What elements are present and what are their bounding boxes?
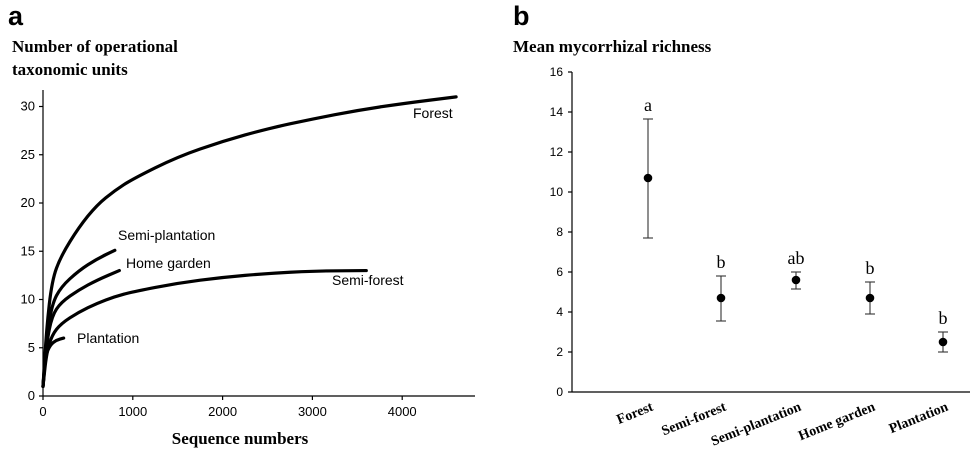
panel-a-x-tick-label: 0 (39, 404, 46, 419)
panel-a-letter: a (8, 1, 24, 31)
panel-b-y-tick-label: 16 (550, 65, 564, 79)
panel-b-y-ticks: 0 2 4 6 8 10 12 14 16 (550, 65, 572, 399)
significance-letter: a (644, 95, 652, 115)
panel-a-title-line-1: Number of operational (12, 37, 178, 56)
panel-a-x-tick-label: 1000 (118, 404, 147, 419)
mean-point (865, 293, 875, 303)
series-label-semi-plantation: Semi-plantation (118, 227, 215, 243)
panel-b-y-tick-label: 10 (550, 185, 564, 199)
panel-b-y-tick-label: 0 (556, 385, 563, 399)
panel-b-y-tick-label: 6 (556, 265, 563, 279)
panel-b-y-tick-label: 14 (550, 105, 564, 119)
panel-b-letter: b (513, 1, 530, 31)
panel-a-x-tick-label: 3000 (298, 404, 327, 419)
panel-b-axes (571, 72, 970, 393)
panel-a-y-tick-label: 5 (28, 340, 35, 355)
panel-b-y-tick-label: 2 (556, 345, 563, 359)
panel-a-x-ticks: 0 1000 2000 3000 4000 (39, 396, 417, 419)
panel-a-y-tick-label: 0 (28, 388, 35, 403)
mean-point (716, 293, 726, 303)
panel-a-series-labels: Forest Semi-plantation Home garden Semi-for… (77, 105, 453, 346)
panel-a-x-tick-label: 4000 (388, 404, 417, 419)
category-label: Forest (615, 400, 656, 428)
panel-a-rarefaction-chart: a Number of operational taxonomic units … (8, 1, 475, 448)
mean-point (938, 337, 948, 347)
panel-b-y-tick-label: 12 (550, 145, 564, 159)
significance-letter: ab (788, 248, 805, 268)
series-curve-forest (41, 95, 458, 388)
series-curve-plantation (41, 336, 66, 388)
significance-letter: b (939, 308, 948, 328)
panel-a-axes (42, 90, 475, 397)
significance-letter: b (866, 258, 875, 278)
panel-b-title: Mean mycorrhizal richness (513, 37, 712, 56)
panel-a-y-tick-label: 10 (21, 292, 35, 307)
series-curve-home-garden (41, 268, 121, 388)
panel-b-y-tick-label: 8 (556, 225, 563, 239)
panel-a-y-ticks: 0 5 10 15 20 25 30 (21, 99, 43, 403)
panel-a-y-tick-label: 30 (21, 99, 35, 114)
panel-a-y-tick-label: 25 (21, 147, 35, 162)
category-label: Plantation (887, 400, 951, 437)
significance-letter: b (717, 252, 726, 272)
series-curve-semi-forest (41, 268, 368, 388)
panel-a-y-tick-label: 15 (21, 243, 35, 258)
panel-b-points: ab ab bb (643, 95, 948, 353)
series-label-plantation: Plantation (77, 330, 139, 346)
series-label-semi-forest: Semi-forest (332, 272, 404, 288)
panel-a-y-tick-label: 20 (21, 195, 35, 210)
panel-b-richness-chart: b Mean mycorrhizal richness 0 2 4 6 8 10 12 14 1… (513, 1, 970, 450)
mean-point (643, 173, 653, 183)
panel-a-title-line-2: taxonomic units (12, 60, 128, 79)
mean-point (791, 275, 801, 285)
panel-a-curves (41, 95, 458, 388)
panel-b-y-tick-label: 4 (556, 305, 563, 319)
panel-a-x-axis-label: Sequence numbers (172, 429, 309, 448)
panel-a-x-tick-label: 2000 (208, 404, 237, 419)
series-label-forest: Forest (413, 105, 453, 121)
category-label: Home garden (797, 400, 878, 444)
series-label-home-garden: Home garden (126, 255, 211, 271)
